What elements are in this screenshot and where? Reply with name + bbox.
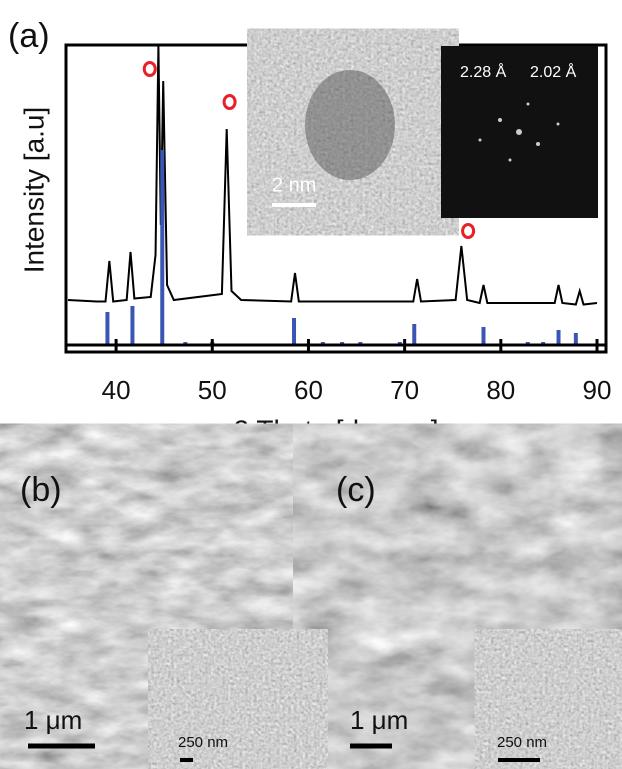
sem-inset [487,641,622,769]
phase-marker [222,94,237,110]
xrd-pattern [67,45,598,306]
fft-spots [478,102,560,162]
x-tick-label: 70 [390,375,419,405]
d-spacing: 2.28 Å [460,62,507,81]
scale-label: 1 μm [24,705,82,735]
scale-label: 1 μm [350,705,408,735]
x-tick-label: 60 [294,375,323,405]
sem-inset [162,641,314,769]
phase-marker [461,223,476,239]
d-spacing: 2.02 Å [530,62,577,81]
inset-scale-label: 250 nm [497,734,547,751]
panel-label: (a) [8,17,50,55]
panel-label: (c) [336,471,376,509]
nanoparticle [305,70,395,180]
x-tick-label: 80 [486,375,515,405]
inset-scale-label: 250 nm [178,734,228,751]
inset-scale-label: 2 nm [272,174,316,196]
x-tick-label: 50 [198,375,227,405]
x-tick-label: 40 [102,375,131,405]
x-tick-label: 90 [583,375,612,405]
y-axis-label: Intensity [a.u] [18,107,49,274]
plot-frame [64,43,608,354]
panel-label: (b) [20,471,62,509]
phase-marker [142,61,157,77]
x-axis-label: 2 Theta [degree] [234,414,439,445]
